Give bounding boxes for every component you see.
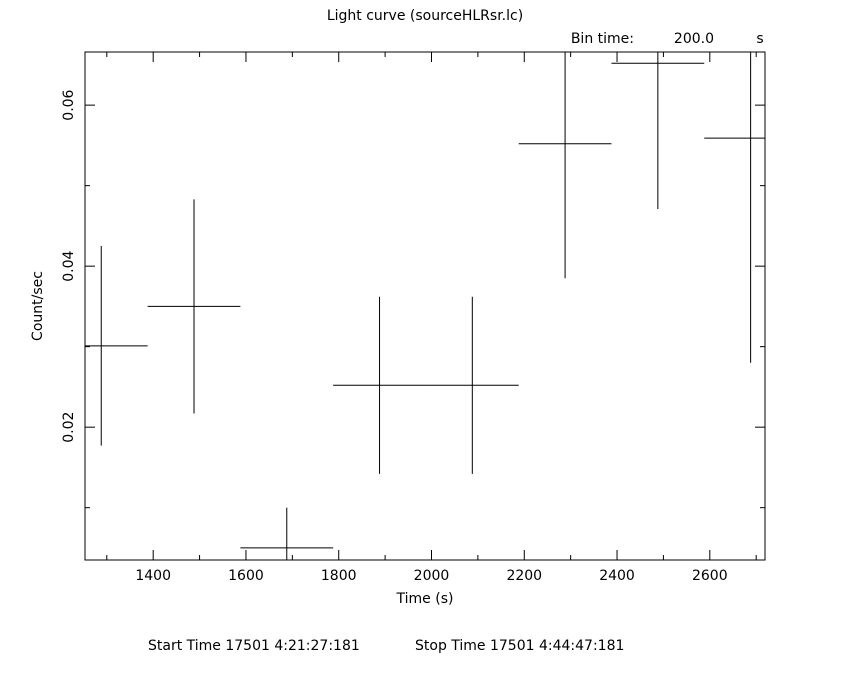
x-tick-label: 1600 [228, 568, 264, 584]
chart-title: Light curve (sourceHLRsr.lc) [327, 8, 523, 24]
y-axis-label: Count/sec [30, 271, 46, 341]
x-tick-label: 2000 [414, 568, 450, 584]
plot-area [85, 52, 765, 560]
x-tick-label: 1800 [321, 568, 357, 584]
x-tick-label: 2400 [599, 568, 635, 584]
bin-time-unit: s [756, 31, 763, 47]
y-tick-label: 0.02 [61, 412, 77, 443]
x-tick-label: 2600 [692, 568, 728, 584]
plot-frame [84, 51, 766, 561]
y-tick-label: 0.04 [61, 250, 77, 281]
y-tick-label: 0.06 [61, 89, 77, 120]
bin-time-value: 200.0 [674, 31, 714, 47]
bin-time-label: Bin time: [571, 31, 634, 47]
x-axis-label: Time (s) [396, 591, 454, 607]
x-tick-label: 2200 [506, 568, 542, 584]
stop-time: Stop Time 17501 4:44:47:181 [415, 638, 624, 654]
x-tick-label: 1400 [135, 568, 171, 584]
start-time: Start Time 17501 4:21:27:181 [148, 638, 360, 654]
